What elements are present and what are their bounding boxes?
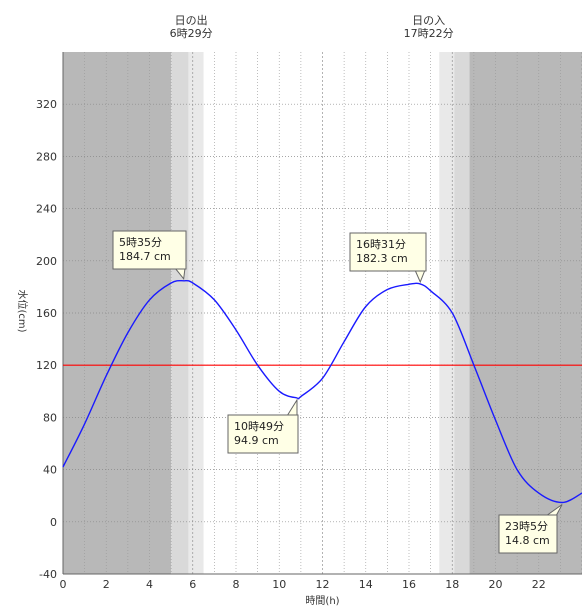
y-tick-label: 40 — [43, 464, 57, 477]
callout-value: 182.3 cm — [356, 252, 408, 265]
callout-box — [112, 230, 187, 270]
y-tick-label: 120 — [36, 359, 57, 372]
x-tick-label: 0 — [60, 578, 67, 591]
x-tick-label: 16 — [402, 578, 416, 591]
series-layer — [62, 279, 582, 504]
x-tick-label: 10 — [272, 578, 286, 591]
y-tick-label: -40 — [39, 568, 57, 581]
sunrise-time: 6時29分 — [170, 27, 213, 40]
y-tick-label: 200 — [36, 255, 57, 268]
x-tick-label: 12 — [316, 578, 330, 591]
grid-layer — [62, 52, 582, 575]
x-axis-title: 時間(h) — [305, 595, 339, 607]
callout-time: 23時5分 — [505, 520, 548, 533]
callout-time: 5時35分 — [119, 236, 162, 249]
x-tick-label: 22 — [532, 578, 546, 591]
twilight-band — [454, 52, 470, 574]
callout-box — [498, 514, 558, 554]
sunset-label: 日の入 — [412, 14, 445, 27]
x-tick-label: 20 — [489, 578, 503, 591]
tide-level-line — [62, 279, 582, 504]
y-tick-label: 280 — [36, 150, 57, 163]
callout-value: 94.9 cm — [234, 434, 279, 447]
dawn-band — [439, 52, 455, 574]
callout-value: 184.7 cm — [119, 250, 171, 263]
y-axis-title: 水位(cm) — [16, 289, 29, 332]
sunset-time: 17時22分 — [404, 27, 454, 40]
callout-time: 16時31分 — [356, 238, 406, 251]
x-tick-label: 14 — [359, 578, 373, 591]
x-tick-label: 2 — [103, 578, 110, 591]
callout-box — [227, 414, 299, 454]
y-tick-label: 240 — [36, 203, 57, 216]
y-tick-label: 80 — [43, 411, 57, 424]
sun-labels: 日の出 6時29分 日の入 17時22分 — [170, 13, 454, 40]
sunrise-label: 日の出 — [175, 13, 208, 27]
x-tick-label: 18 — [445, 578, 459, 591]
x-tick-label: 6 — [189, 578, 196, 591]
y-tick-label: 160 — [36, 307, 57, 320]
callout-box — [349, 232, 427, 272]
ticks-layer: 0 2 4 6 8 10 12 14 16 18 20 22-40040801201602002402… — [36, 98, 546, 591]
callout-time: 10時49分 — [234, 420, 284, 433]
y-tick-label: 0 — [50, 516, 57, 529]
x-tick-label: 8 — [233, 578, 240, 591]
twilight-band — [171, 52, 189, 574]
y-tick-label: 320 — [36, 98, 57, 111]
callout-value: 14.8 cm — [505, 534, 550, 547]
x-tick-label: 4 — [146, 578, 153, 591]
